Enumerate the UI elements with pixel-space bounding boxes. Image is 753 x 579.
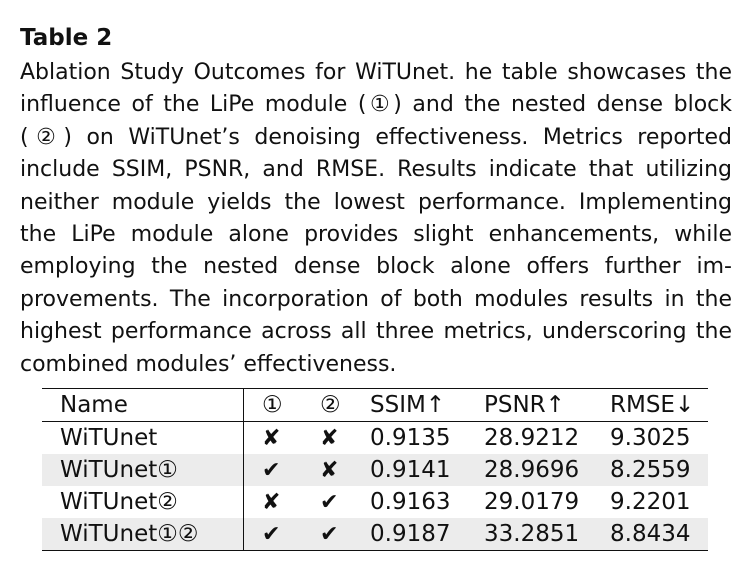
module-1-mark: ✘ [243, 421, 320, 454]
header-module-1: ① [243, 388, 320, 422]
psnr-value: 28.9696 [484, 457, 580, 483]
header-rmse: RMSE↓ [610, 392, 695, 418]
module-2-mark: ✘ [320, 457, 339, 483]
rmse-value: 8.8434 [610, 521, 691, 547]
table-row: WiTUnet① ✔ ✘ 0.9141 28.9696 8.2559 [42, 454, 708, 486]
module-2-mark: ✔ [320, 521, 339, 547]
module-1-mark: ✘ [243, 486, 320, 518]
ssim-value: 0.9163 [370, 489, 451, 515]
module-1-mark: ✔ [243, 454, 320, 486]
row-name: WiTUnet①② [60, 521, 199, 547]
table-row: WiTUnet② ✘ ✔ 0.9163 29.0179 9.2201 [42, 486, 708, 518]
ssim-value: 0.9141 [370, 457, 451, 483]
rmse-value: 8.2559 [610, 457, 691, 483]
rmse-value: 9.3025 [610, 425, 691, 451]
module-1-mark: ✔ [243, 518, 320, 551]
row-name: WiTUnet [60, 425, 158, 451]
header-ssim: SSIM↑ [370, 392, 446, 418]
rmse-value: 9.2201 [610, 489, 691, 515]
table-caption: Ablation Study Outcomes for WiTUnet. he … [20, 60, 732, 377]
table-header-row: Name ① ② SSIM↑ PSNR↑ RMSE↓ [42, 388, 708, 422]
module-2-mark: ✔ [320, 489, 339, 515]
module-2-mark: ✘ [320, 425, 339, 451]
table-row: WiTUnet①② ✔ ✔ 0.9187 33.2851 8.8434 [42, 518, 708, 551]
row-name: WiTUnet② [60, 489, 178, 515]
header-name: Name [60, 392, 128, 418]
ablation-table: Name ① ② SSIM↑ PSNR↑ RMSE↓ WiTUnet ✘ ✘ 0… [42, 388, 708, 551]
psnr-value: 28.9212 [484, 425, 580, 451]
ablation-table-container: Name ① ② SSIM↑ PSNR↑ RMSE↓ WiTUnet ✘ ✘ 0… [42, 388, 708, 551]
table-row: WiTUnet ✘ ✘ 0.9135 28.9212 9.3025 [42, 421, 708, 454]
row-name: WiTUnet① [60, 457, 178, 483]
table-label: Table 2 [20, 25, 113, 51]
header-psnr: PSNR↑ [484, 392, 565, 418]
psnr-value: 33.2851 [484, 521, 580, 547]
ssim-value: 0.9187 [370, 521, 451, 547]
psnr-value: 29.0179 [484, 489, 580, 515]
header-module-2: ② [320, 392, 341, 418]
ssim-value: 0.9135 [370, 425, 451, 451]
